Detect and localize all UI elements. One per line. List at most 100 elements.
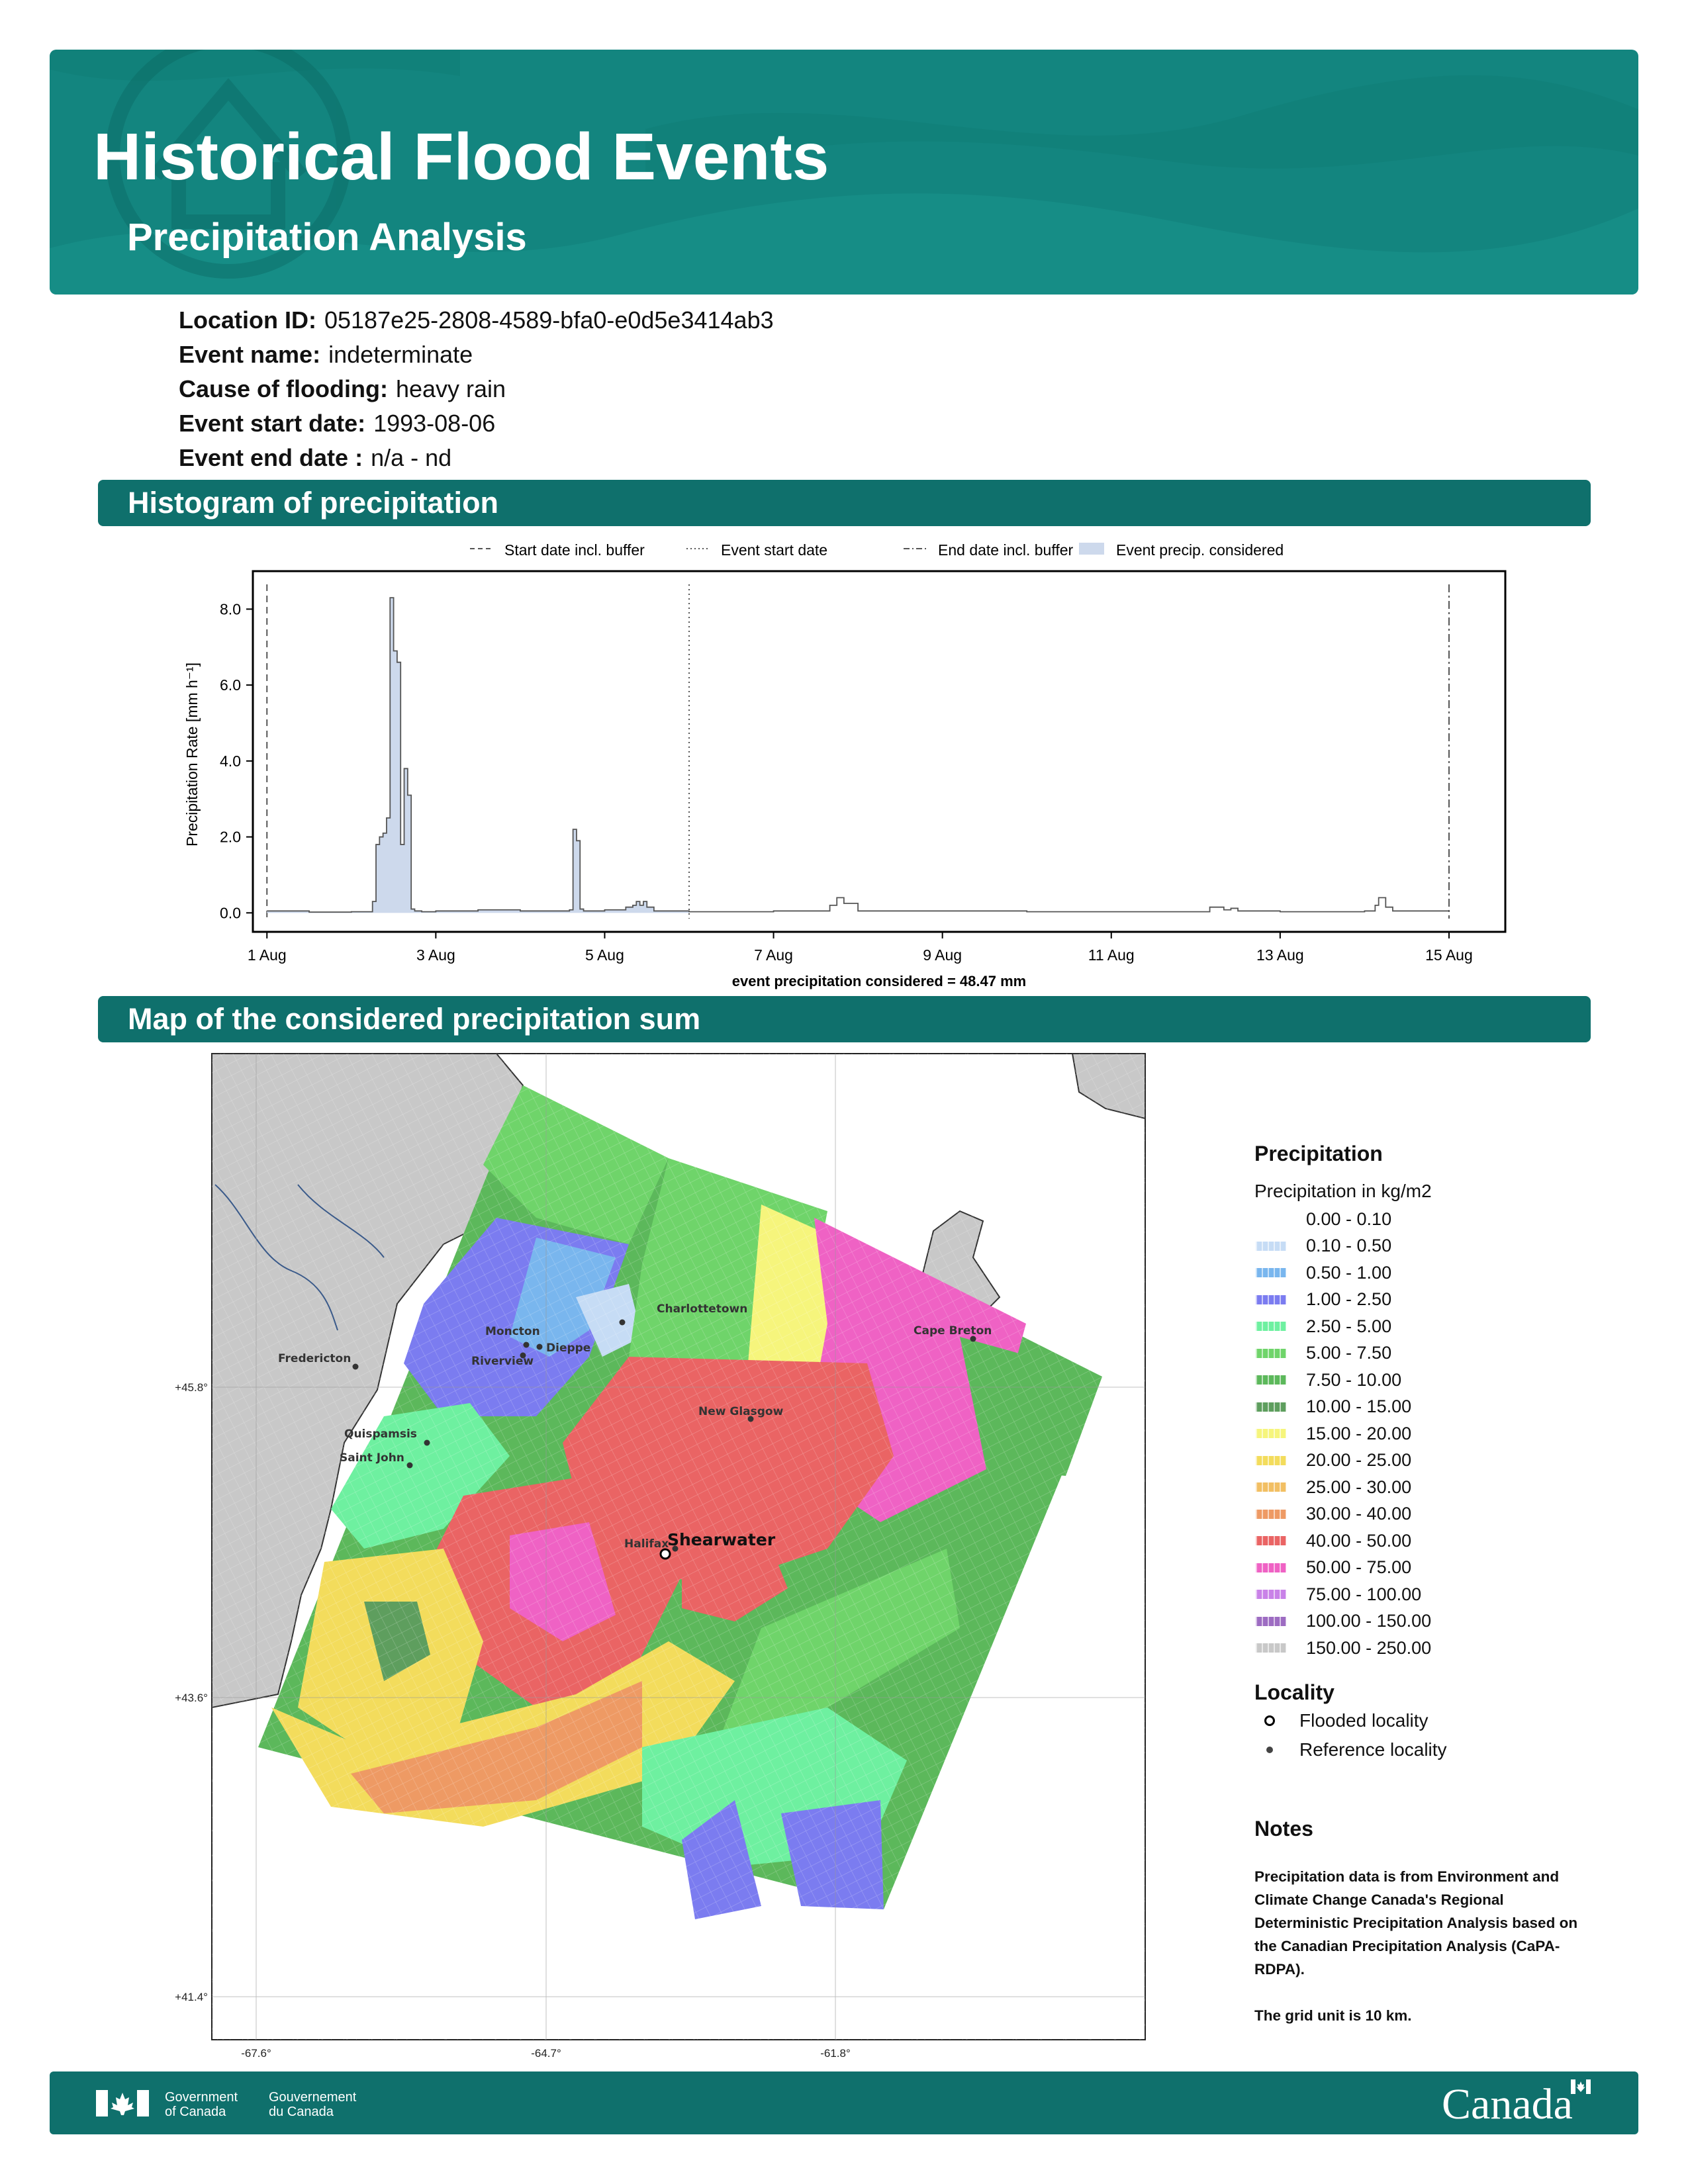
legend-class: 150.00 - 250.00 (1254, 1635, 1625, 1662)
legend-class: 0.50 - 1.00 (1254, 1259, 1625, 1287)
legend-class-label: 10.00 - 15.00 (1306, 1396, 1412, 1417)
legend-class: 30.00 - 40.00 (1254, 1501, 1625, 1528)
flooded-locality-marker (659, 1548, 671, 1560)
plot-frame (252, 570, 1507, 933)
svg-text:-61.8°: -61.8° (820, 2047, 851, 2060)
legend-swatch (1256, 1455, 1286, 1465)
gov-en: Government of Canada (165, 2090, 238, 2119)
reference-locality-dot (352, 1363, 359, 1370)
legend-class-label: 1.00 - 2.50 (1306, 1289, 1392, 1310)
legend-event-start: Event start date (721, 541, 827, 559)
wave-decoration (50, 50, 1638, 295)
legend-swatch (1256, 1268, 1286, 1278)
reference-locality-dot (424, 1439, 430, 1446)
legend-class-label: 15.00 - 20.00 (1306, 1423, 1412, 1443)
legend-class: 0.00 - 0.10 (1254, 1206, 1625, 1233)
notes-line: Precipitation data is from Environment a… (1254, 1868, 1578, 1978)
reference-locality-label: Saint John (340, 1451, 404, 1465)
legend-class-label: 40.00 - 50.00 (1306, 1530, 1412, 1551)
reference-marker-icon (1266, 1746, 1273, 1753)
reference-locality-dot (406, 1462, 413, 1469)
legend-class-label: 5.00 - 7.50 (1306, 1343, 1392, 1363)
wordmark-flag-icon (1571, 2079, 1591, 2094)
y-axis: 0.0 2.0 4.0 6.0 8.0 (220, 600, 253, 921)
legend-class: 15.00 - 20.00 (1254, 1420, 1625, 1447)
legend-class: 75.00 - 100.00 (1254, 1581, 1625, 1608)
reference-locality-label: Charlottetown (657, 1302, 747, 1316)
svg-text:+41.4°: +41.4° (175, 1991, 208, 2003)
precipitation-histogram: Start date incl. buffer Event start date… (183, 541, 1507, 989)
legend-class: 2.50 - 5.00 (1254, 1313, 1625, 1340)
chart-annotation: event precipitation considered = 48.47 m… (732, 973, 1026, 989)
x-tick-label: 3 Aug (416, 946, 455, 964)
reference-locality-dot (970, 1336, 976, 1342)
legend-swatch (1256, 1482, 1286, 1492)
reference-locality-label: Fredericton (278, 1352, 351, 1365)
x-tick-label: 5 Aug (585, 946, 624, 964)
x-axis: 1 Aug 3 Aug 5 Aug 7 Aug 9 Aug 11 Aug 13 Aug 15 … (248, 932, 1473, 964)
x-tick-label: 15 Aug (1425, 946, 1473, 964)
legend-class: 100.00 - 150.00 (1254, 1608, 1625, 1635)
legend-class: 7.50 - 10.00 (1254, 1367, 1625, 1394)
legend-swatch (1256, 1590, 1286, 1600)
reference-locality-label: Dieppe (546, 1342, 590, 1355)
x-tick-label: 1 Aug (248, 946, 287, 964)
precip-rate-line (267, 597, 1450, 913)
legend-class-label: 30.00 - 40.00 (1306, 1504, 1412, 1524)
canada-wordmark: Canada (1442, 2080, 1573, 2128)
reference-locality-dot (619, 1319, 626, 1326)
reference-locality-dot (536, 1343, 543, 1350)
rivers (214, 1184, 385, 1331)
legend-swatch (1256, 1643, 1286, 1653)
legend-swatch (1256, 1375, 1286, 1385)
reference-locality-label: New Glasgow (698, 1405, 784, 1418)
legend-class-label: 7.50 - 10.00 (1306, 1369, 1402, 1390)
gov-fr: Gouvernement du Canada (269, 2090, 357, 2119)
map-legend: Precipitation Precipitation in kg/m2 0.0… (1254, 1142, 1625, 1763)
legend-swatch (1256, 1295, 1286, 1304)
legend-swatch (1256, 1402, 1286, 1412)
locality-title: Locality (1254, 1680, 1335, 1704)
flooded-marker-icon (1264, 1715, 1275, 1726)
legend-swatch (1256, 1536, 1286, 1546)
legend-class-label: 25.00 - 30.00 (1306, 1477, 1412, 1497)
legend-class: 10.00 - 15.00 (1254, 1394, 1625, 1421)
legend-class-label: 0.50 - 1.00 (1306, 1262, 1392, 1283)
graticule (212, 1054, 1145, 2040)
reference-locality-label: Cape Breton (914, 1324, 992, 1338)
flooded-locality-label: Shearwater (667, 1530, 776, 1549)
legend-title: Precipitation (1254, 1142, 1383, 1165)
y-tick-label: 0.0 (220, 904, 241, 921)
y-axis-label: Precipitation Rate [mm h⁻¹] (183, 662, 201, 846)
legend-considered: Event precip. considered (1116, 541, 1284, 559)
y-tick-label: 8.0 (220, 600, 241, 617)
legend-class-label: 0.00 - 0.10 (1306, 1208, 1392, 1229)
x-tick-label: 13 Aug (1256, 946, 1304, 964)
legend-class: 50.00 - 75.00 (1254, 1555, 1625, 1582)
legend-class-label: 2.50 - 5.00 (1306, 1316, 1392, 1336)
legend-swatch (1256, 1616, 1286, 1626)
precipitation-map: Charlottetown Moncton Dieppe Riverview Frede… (175, 1053, 1146, 2060)
legend-subtitle: Precipitation in kg/m2 (1254, 1181, 1432, 1201)
svg-text:+45.8°: +45.8° (175, 1381, 208, 1394)
legend-class-label: 0.10 - 0.50 (1306, 1236, 1392, 1256)
svg-text:-67.6°: -67.6° (241, 2047, 271, 2060)
start-date-row: Event start date: 1993-08-06 (179, 410, 496, 437)
event-lines (266, 584, 1450, 919)
histogram-section-header: Histogram of precipitation (98, 480, 1591, 526)
legend-end-buffer: End date incl. buffer (938, 541, 1073, 559)
y-tick-label: 6.0 (220, 676, 241, 694)
page-subtitle: Precipitation Analysis (127, 216, 527, 259)
header-banner: Historical Flood Events Precipitation An… (50, 50, 1638, 295)
reference-locality-label: Quispamsis (344, 1428, 417, 1441)
reference-locality-dot (672, 1545, 679, 1552)
legend-class-label: 100.00 - 150.00 (1306, 1611, 1432, 1631)
x-tick-label: 11 Aug (1088, 946, 1135, 964)
legend-start-buffer: Start date incl. buffer (504, 541, 645, 559)
legend-class: 5.00 - 7.50 (1254, 1340, 1625, 1367)
page-title: Historical Flood Events (93, 120, 829, 194)
map-axis-labels: +45.8° +43.6° +41.4° -67.6° -64.7° -61.8… (175, 1381, 851, 2060)
flooded-locality-item: Flooded locality (1254, 1707, 1625, 1734)
canada-flag-icon (96, 2090, 149, 2116)
legend-class-label: 20.00 - 25.00 (1306, 1450, 1412, 1471)
